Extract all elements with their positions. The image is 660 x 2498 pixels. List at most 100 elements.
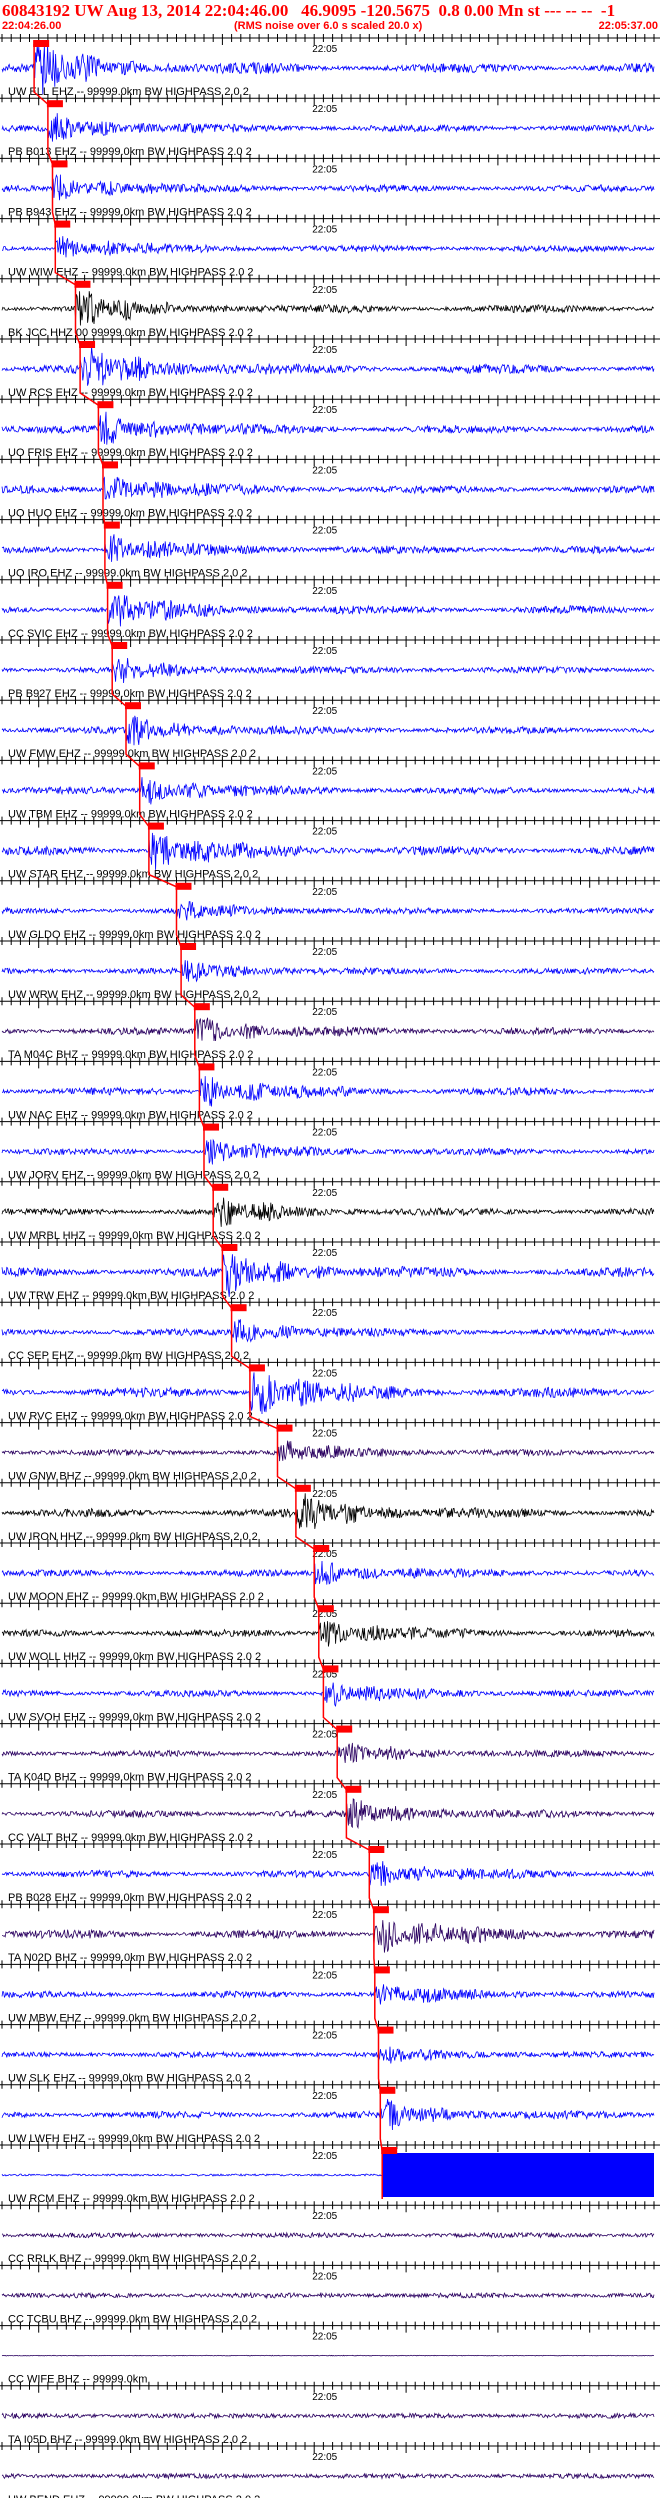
saturated-waveform [382,2153,654,2197]
time-ticks [1,756,655,768]
pick-line [33,44,383,2199]
minute-tick-label: 22:05 [312,2392,337,2403]
minute-tick-label: 22:05 [312,2031,337,2042]
pick-marker [46,100,63,108]
trace-waveform [1,1682,655,1707]
time-ticks [1,2321,655,2333]
trace-label: UW MOON EHZ -- 99999.0km BW HIGHPASS 2.0… [8,1591,264,1603]
pick-marker [33,40,50,47]
trace-label: PB B943 EHZ -- 99999.0km BW HIGHPASS 2.0… [8,206,252,218]
pick-marker [175,882,192,890]
time-ticks [1,1418,655,1430]
trace-waveform [1,1372,655,1415]
trace-label: UW WIW EHZ -- 99999.0km BW HIGHPASS 2.0 … [8,267,254,279]
time-ticks [1,1719,655,1731]
trace-row: 22:05 TA M04C BHZ -- 99999.0km BW HIGHPAS… [0,997,660,1061]
trace-label: UW FMW EHZ -- 99999.0km BW HIGHPASS 2.0 … [8,748,256,760]
trace-label: UO FRIS EHZ -- 99999.0km BW HIGHPASS 2.0… [8,447,253,459]
time-ticks [1,154,655,166]
trace-row: 22:05 CC SEP EHZ -- 99999.0km BW HIGHPASS… [0,1298,660,1362]
time-ticks [1,636,655,647]
trace-waveform [1,2231,655,2239]
pick-marker [379,2086,396,2094]
trace-label: UW WOLL HHZ -- 99999.0km BW HIGHPASS 2.0… [8,1651,261,1663]
minute-tick-label: 22:05 [312,2452,337,2463]
time-ticks [1,1478,655,1490]
minute-tick-label: 22:05 [312,1368,337,1379]
trace-row: 22:05 UW JORV EHZ -- 99999.0km BW HIGHPAS… [0,1117,660,1182]
pick-marker [294,1484,311,1492]
trace-waveform [1,595,655,627]
time-ticks [1,1900,655,1912]
time-ticks [1,575,655,587]
trace-waveform [1,832,655,870]
minute-tick-label: 22:05 [312,2091,337,2102]
trace-waveform [1,715,655,746]
trace-waveform [1,534,655,562]
time-ticks [1,214,655,226]
minute-tick-label: 22:05 [312,706,337,717]
trace-waveform [2,236,655,258]
time-ticks [1,2020,655,2032]
trace-row: 22:05 UW MRBL HHZ -- 99999.0km BW HIGHPAS… [0,1177,660,1242]
minute-tick-label: 22:05 [312,465,337,476]
trace-label: UW BEND EHZ -- 99999.0km BW HIGHPASS 2.0… [8,2494,260,2498]
time-ticks [1,515,655,527]
minute-tick-label: 22:05 [312,1248,337,1259]
pick-marker [373,1966,390,1974]
trace-label: TA M04C BHZ -- 99999.0km BW HIGHPASS 2.0… [8,1049,253,1061]
traces-layer: 22:05 UW ELL EHZ -- 99999.0km BW HIGHPASS… [0,34,660,2498]
minute-tick-label: 22:05 [312,1429,337,1440]
minute-tick-label: 22:05 [312,1308,337,1319]
trace-waveform [1,411,655,445]
pick-marker [147,822,164,830]
minute-tick-label: 22:05 [312,947,337,958]
pick-marker [111,642,128,649]
minute-tick-label: 22:05 [312,1007,337,1018]
trace-label: UO IRO EHZ -- 99999.0km BW HIGHPASS 2.0 … [8,568,247,580]
trace-waveform [1,2291,655,2300]
time-ticks [1,395,655,407]
pick-marker [248,1364,265,1372]
pick-marker [317,1605,334,1613]
pick-marker [193,1003,210,1011]
trace-waveform [1,1861,655,1886]
trace-waveform [1,2354,654,2357]
time-ticks [1,1539,655,1550]
pick-marker [381,2147,398,2154]
trace-row: 22:05 PB B013 EHZ -- 99999.0km BW HIGHPAS… [0,94,660,158]
trace-waveform [1,2411,655,2420]
time-ticks [1,2080,655,2092]
trace-label: UW TRW EHZ -- 99999.0km BW HIGHPASS 2.0 … [8,1290,254,1302]
trace-label: UO HUO EHZ -- 99999.0km BW HIGHPASS 2.0 … [8,507,252,519]
trace-label: UW JORV EHZ -- 99999.0km BW HIGHPASS 2.0… [8,1170,259,1182]
time-ticks [1,335,655,346]
minute-tick-label: 22:05 [312,405,337,416]
trace-label: TA I05D BHZ -- 99999.0km BW HIGHPASS 2.0… [8,2434,247,2446]
trace-waveform [1,346,655,386]
trace-row: 22:05 UO IRO EHZ -- 99999.0km BW HIGHPASS… [0,515,660,580]
pick-marker [322,1665,339,1673]
trace-label: UW SLK EHZ -- 99999.0km BW HIGHPASS 2.0 … [8,2073,250,2085]
trace-label: UW WRW EHZ -- 99999.0km BW HIGHPASS 2.0 … [8,989,258,1001]
time-ticks [1,1358,655,1370]
end-time: 22:05:37.00 [598,20,658,32]
trace-waveform [1,476,655,500]
time-ticks [1,2201,655,2213]
minute-tick-label: 22:05 [312,1609,337,1620]
pick-markers [33,40,398,2154]
trace-row: 22:05 TA K04D BHZ -- 99999.0km BW HIGHPAS… [0,1719,660,1784]
minute-tick-label: 22:05 [312,164,337,175]
trace-waveform [1,1017,655,1042]
minute-tick-label: 22:05 [312,1850,337,1861]
minute-tick-label: 22:05 [312,2151,337,2162]
minute-tick-label: 22:05 [312,2332,337,2343]
time-ticks [1,1659,655,1671]
pick-marker [180,943,197,950]
trace-waveform [1,2173,383,2177]
pick-marker [336,1725,353,1733]
time-ticks [1,1840,655,1851]
minute-tick-label: 22:05 [312,345,337,356]
pick-marker [212,1183,229,1191]
trace-label: UW RCM EHZ -- 99999.0km BW HIGHPASS 2.0 … [8,2193,255,2205]
